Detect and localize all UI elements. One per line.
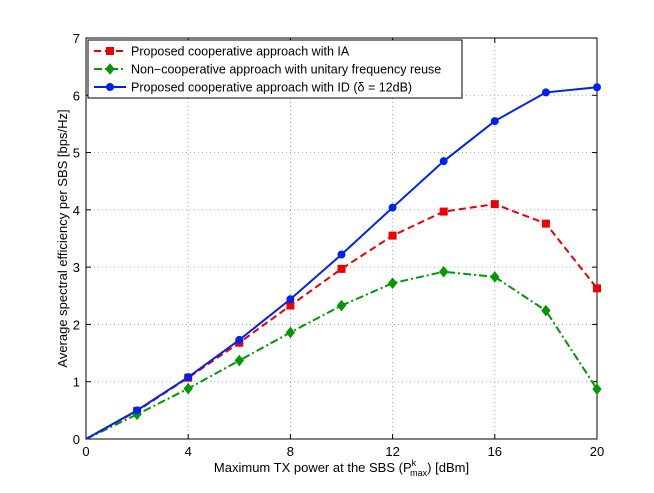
series-line (85, 203, 598, 440)
data-point (387, 277, 398, 289)
x-tick-label: 8 (287, 444, 294, 459)
series-line (85, 270, 598, 440)
y-tick-label: 0 (73, 432, 80, 447)
series-layer (85, 83, 602, 440)
legend-label: Proposed cooperative approach with IA (131, 45, 350, 59)
y-tick-label: 7 (73, 31, 80, 46)
series-3 (85, 83, 601, 440)
x-tick-label: 0 (82, 444, 89, 459)
y-tick-label: 2 (73, 317, 80, 332)
series-1 (85, 200, 601, 440)
data-point (490, 117, 499, 126)
y-tick-label: 6 (73, 88, 80, 103)
data-point (439, 207, 448, 216)
data-point (337, 264, 346, 273)
y-tick-label: 5 (73, 146, 80, 161)
data-point (184, 373, 193, 382)
y-tick-label: 4 (73, 203, 80, 218)
data-point (336, 299, 347, 312)
data-point (234, 354, 244, 367)
data-point (183, 382, 193, 395)
legend-label: Non−cooperative approach with unitary fr… (131, 63, 441, 77)
series-line (85, 86, 598, 440)
data-point (388, 203, 397, 212)
legend-box (87, 39, 463, 99)
legend-marker (105, 63, 115, 75)
legend-marker (106, 47, 114, 55)
series-2 (85, 265, 602, 440)
data-point (592, 383, 602, 395)
data-point (490, 271, 500, 283)
data-point (337, 250, 346, 259)
data-point (133, 406, 142, 415)
data-point (593, 284, 601, 293)
y-tick-label: 3 (73, 260, 80, 275)
plot-frame (85, 37, 598, 440)
y-axis-label: Average spectral efficiency per SBS [bps… (55, 109, 70, 367)
data-point (541, 304, 551, 317)
data-point (286, 295, 295, 304)
data-point (541, 219, 550, 228)
data-point (541, 88, 550, 97)
data-point (285, 326, 296, 339)
data-point (439, 265, 449, 278)
x-tick-label: 16 (488, 444, 502, 459)
data-point (439, 157, 448, 166)
x-axis-label: Maximum TX power at the SBS (Pk max) [dBm… (214, 458, 469, 478)
data-point (593, 83, 601, 92)
data-point (388, 231, 397, 240)
data-point (235, 335, 244, 344)
data-point (490, 200, 499, 209)
legend-marker (106, 83, 114, 91)
legend: Proposed cooperative approach with IA Non… (87, 39, 463, 99)
legend-label: Proposed cooperative approach with ID (δ… (131, 81, 412, 95)
y-tick-label: 1 (73, 375, 80, 390)
x-tick-label: 12 (385, 444, 399, 459)
x-tick-label: 20 (590, 444, 604, 459)
x-tick-label: 4 (185, 444, 192, 459)
